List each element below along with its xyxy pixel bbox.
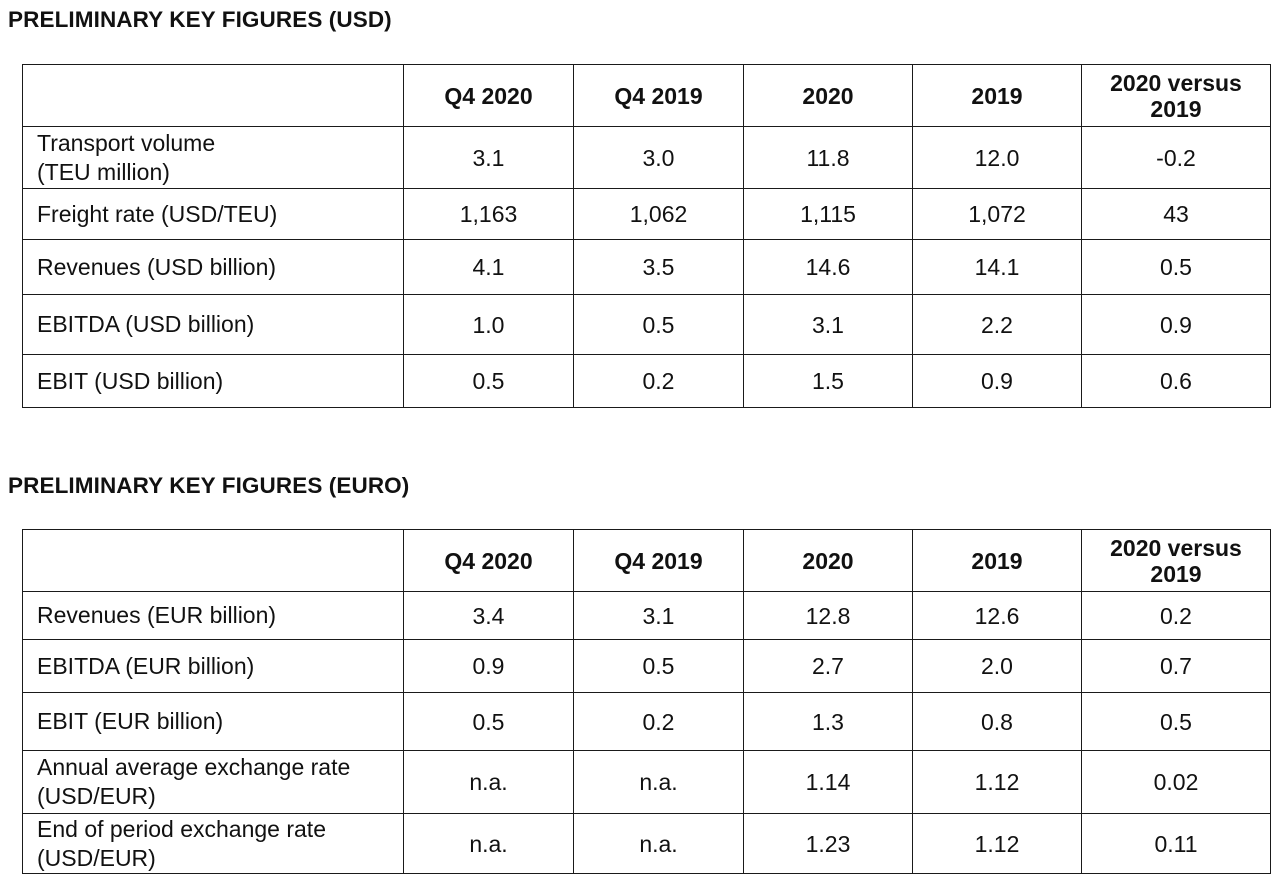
table-row: Revenues (USD billion) 4.1 3.5 14.6 14.1… — [22, 239, 1271, 295]
header-q4-2019: Q4 2019 — [573, 64, 744, 127]
table-cell: 14.1 — [912, 239, 1082, 295]
row-label-ebit: EBIT (USD billion) — [22, 354, 404, 408]
table-cell: 0.5 — [403, 354, 574, 408]
table-cell: 0.9 — [403, 639, 574, 693]
table-cell: 1.23 — [743, 813, 913, 874]
table-cell: 2.0 — [912, 639, 1082, 693]
row-label-annual-average-exchange-rate: Annual average exchange rate (USD/EUR) — [22, 750, 404, 814]
table-cell: n.a. — [403, 750, 574, 814]
header-q4-2019: Q4 2019 — [573, 529, 744, 592]
table-cell: 0.2 — [573, 692, 744, 751]
header-corner-cell — [22, 64, 404, 127]
table-row: EBIT (EUR billion) 0.5 0.2 1.3 0.8 0.5 — [22, 692, 1271, 751]
row-label-revenues: Revenues (USD billion) — [22, 239, 404, 295]
table-cell: 11.8 — [743, 126, 913, 189]
table-row: End of period exchange rate (USD/EUR) n.… — [22, 813, 1271, 874]
table-row: Freight rate (USD/TEU) 1,163 1,062 1,115… — [22, 188, 1271, 240]
table-cell: 0.5 — [573, 294, 744, 355]
table-cell: 12.8 — [743, 591, 913, 640]
table-cell: 2.2 — [912, 294, 1082, 355]
table-header-row: Q4 2020 Q4 2019 2020 2019 2020 versus 20… — [22, 529, 1271, 592]
row-label-ebitda: EBITDA (USD billion) — [22, 294, 404, 355]
table-cell: 0.6 — [1081, 354, 1271, 408]
header-2020-versus-2019: 2020 versus 2019 — [1081, 64, 1271, 127]
table-cell: 14.6 — [743, 239, 913, 295]
table-cell: 0.11 — [1081, 813, 1271, 874]
eur-section-title: PRELIMINARY KEY FIGURES (EURO) — [8, 473, 410, 498]
table-cell: 3.1 — [573, 591, 744, 640]
table-cell: 0.5 — [1081, 239, 1271, 295]
table-cell: 3.4 — [403, 591, 574, 640]
table-cell: 1.12 — [912, 750, 1082, 814]
table-cell: -0.2 — [1081, 126, 1271, 189]
table-cell: 3.1 — [743, 294, 913, 355]
table-cell: 1.0 — [403, 294, 574, 355]
eur-key-figures-table: Q4 2020 Q4 2019 2020 2019 2020 versus 20… — [22, 529, 1271, 874]
table-cell: 1.5 — [743, 354, 913, 408]
table-row: EBIT (USD billion) 0.5 0.2 1.5 0.9 0.6 — [22, 354, 1271, 408]
row-label-freight-rate: Freight rate (USD/TEU) — [22, 188, 404, 240]
table-cell: 1,115 — [743, 188, 913, 240]
header-q4-2020: Q4 2020 — [403, 529, 574, 592]
table-cell: 0.02 — [1081, 750, 1271, 814]
table-cell: 4.1 — [403, 239, 574, 295]
table-cell: n.a. — [403, 813, 574, 874]
header-2020: 2020 — [743, 64, 913, 127]
header-q4-2020: Q4 2020 — [403, 64, 574, 127]
header-2020: 2020 — [743, 529, 913, 592]
header-corner-cell — [22, 529, 404, 592]
table-cell: 0.5 — [1081, 692, 1271, 751]
table-cell: n.a. — [573, 750, 744, 814]
table-cell: 0.5 — [403, 692, 574, 751]
table-cell: 1.3 — [743, 692, 913, 751]
table-cell: 12.6 — [912, 591, 1082, 640]
table-cell: 1.14 — [743, 750, 913, 814]
table-cell: 0.9 — [1081, 294, 1271, 355]
table-cell: 1,062 — [573, 188, 744, 240]
table-cell: 1,072 — [912, 188, 1082, 240]
table-row: Revenues (EUR billion) 3.4 3.1 12.8 12.6… — [22, 591, 1271, 640]
table-row: Transport volume (TEU million) 3.1 3.0 1… — [22, 126, 1271, 189]
table-header-row: Q4 2020 Q4 2019 2020 2019 2020 versus 20… — [22, 64, 1271, 127]
table-cell: 3.0 — [573, 126, 744, 189]
table-cell: 2.7 — [743, 639, 913, 693]
table-cell: 12.0 — [912, 126, 1082, 189]
row-label-ebit: EBIT (EUR billion) — [22, 692, 404, 751]
table-cell: 0.2 — [573, 354, 744, 408]
table-row: Annual average exchange rate (USD/EUR) n… — [22, 750, 1271, 814]
row-label-end-of-period-exchange-rate: End of period exchange rate (USD/EUR) — [22, 813, 404, 874]
table-cell: 3.1 — [403, 126, 574, 189]
row-label-transport-volume: Transport volume (TEU million) — [22, 126, 404, 189]
table-cell: 0.5 — [573, 639, 744, 693]
row-label-revenues: Revenues (EUR billion) — [22, 591, 404, 640]
table-row: EBITDA (EUR billion) 0.9 0.5 2.7 2.0 0.7 — [22, 639, 1271, 693]
table-cell: 1.12 — [912, 813, 1082, 874]
table-row: EBITDA (USD billion) 1.0 0.5 3.1 2.2 0.9 — [22, 294, 1271, 355]
table-cell: 0.8 — [912, 692, 1082, 751]
table-cell: 3.5 — [573, 239, 744, 295]
header-2019: 2019 — [912, 64, 1082, 127]
table-cell: n.a. — [573, 813, 744, 874]
table-cell: 0.7 — [1081, 639, 1271, 693]
table-cell: 1,163 — [403, 188, 574, 240]
table-cell: 43 — [1081, 188, 1271, 240]
usd-section-title: PRELIMINARY KEY FIGURES (USD) — [8, 7, 392, 32]
table-cell: 0.2 — [1081, 591, 1271, 640]
row-label-ebitda: EBITDA (EUR billion) — [22, 639, 404, 693]
table-cell: 0.9 — [912, 354, 1082, 408]
usd-key-figures-table: Q4 2020 Q4 2019 2020 2019 2020 versus 20… — [22, 64, 1271, 408]
header-2019: 2019 — [912, 529, 1082, 592]
header-2020-versus-2019: 2020 versus 2019 — [1081, 529, 1271, 592]
